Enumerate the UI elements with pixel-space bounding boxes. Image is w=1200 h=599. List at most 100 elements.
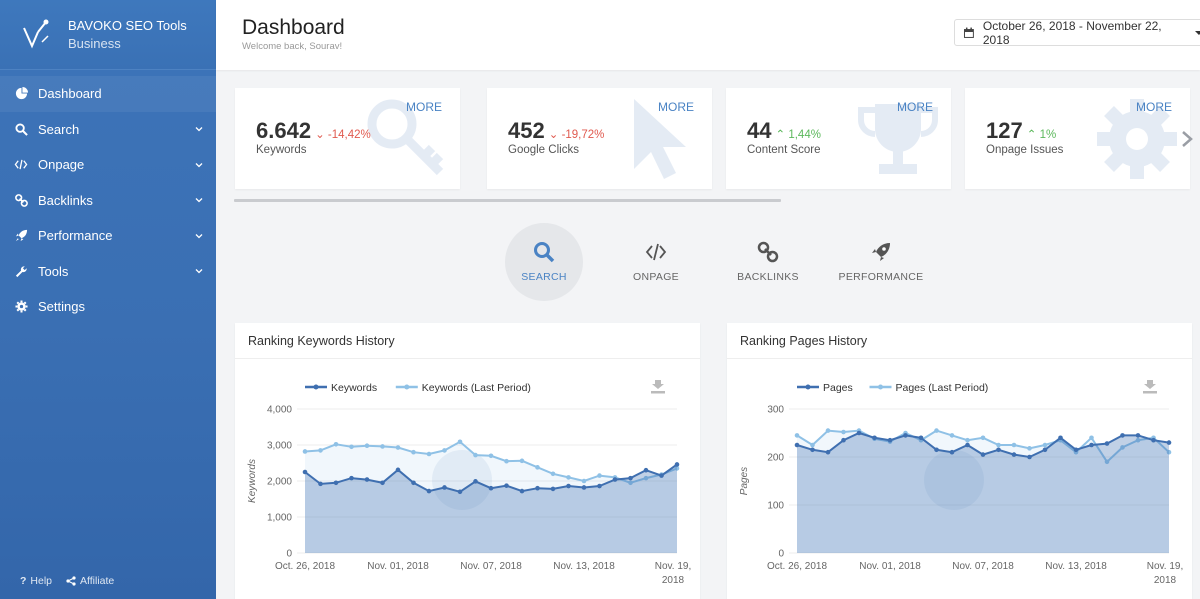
sidebar-item-settings[interactable]: Settings bbox=[0, 289, 216, 325]
data-point bbox=[442, 448, 447, 453]
data-point bbox=[302, 449, 308, 454]
data-point bbox=[1089, 435, 1094, 441]
tab-search[interactable]: SEARCH bbox=[505, 223, 583, 301]
cursor-icon bbox=[634, 99, 686, 179]
sidebar-item-label: Search bbox=[38, 121, 80, 137]
help-label: Help bbox=[30, 575, 53, 587]
data-point bbox=[1120, 433, 1125, 438]
data-point bbox=[457, 489, 463, 495]
affiliate-label: Affiliate bbox=[80, 575, 115, 587]
y-tick-label: 0 bbox=[286, 549, 292, 560]
y-tick-label: 300 bbox=[767, 405, 784, 416]
caret-down-icon: ⌄ bbox=[548, 129, 562, 141]
y-tick-label: 4,000 bbox=[267, 405, 292, 416]
brand[interactable]: BAVOKO SEO Tools Business bbox=[0, 0, 216, 70]
sidebar-item-dashboard[interactable]: Dashboard bbox=[0, 76, 216, 112]
chart-panel-keywords: Ranking Keywords History Keywords Keyword… bbox=[235, 323, 700, 599]
keywords-history-chart: Keywords Keywords (Last Period) 0 1,000 2,00… bbox=[247, 380, 691, 586]
data-point bbox=[581, 478, 587, 484]
data-point bbox=[550, 486, 556, 492]
caret-down-icon bbox=[1195, 30, 1200, 35]
data-point bbox=[504, 483, 509, 488]
sidebar-item-label: Performance bbox=[38, 228, 113, 244]
sidebar-item-label: Settings bbox=[38, 299, 85, 315]
link-icon bbox=[757, 241, 779, 263]
stat-card-onpage-issues: MORE 127 ⌃ 1% Onpage Issues bbox=[965, 88, 1190, 189]
watermark-logo-icon bbox=[432, 450, 492, 510]
data-point bbox=[333, 441, 339, 447]
data-point bbox=[519, 488, 525, 494]
sidebar-item-search[interactable]: Search bbox=[0, 112, 216, 148]
data-point bbox=[566, 483, 571, 489]
legend-label: Keywords (Last Period) bbox=[422, 382, 531, 394]
data-point bbox=[643, 475, 649, 481]
stat-card-content-score: MORE 44 ⌃ 1,44% Content Score bbox=[726, 88, 951, 189]
data-point bbox=[473, 479, 478, 484]
stat-value: 452 ⌄ -19,72% bbox=[508, 118, 605, 143]
search-icon bbox=[534, 242, 555, 263]
data-point bbox=[903, 433, 908, 438]
data-point bbox=[1166, 449, 1172, 455]
more-link[interactable]: MORE bbox=[658, 100, 694, 114]
sidebar-item-tools[interactable]: Tools bbox=[0, 254, 216, 290]
chevron-down-icon bbox=[195, 233, 203, 239]
data-point bbox=[628, 475, 633, 481]
brand-plan: Business bbox=[68, 36, 121, 51]
chevron-right-icon[interactable] bbox=[1180, 130, 1194, 148]
data-point bbox=[566, 475, 571, 480]
tab-backlinks[interactable]: BACKLINKS bbox=[729, 223, 807, 301]
tab-onpage[interactable]: ONPAGE bbox=[617, 223, 695, 301]
data-point bbox=[302, 469, 308, 475]
help-link[interactable]: ? Help bbox=[20, 575, 52, 587]
stat-change: ⌄ -19,72% bbox=[548, 129, 605, 141]
y-axis-title: Pages bbox=[739, 467, 750, 495]
sidebar-item-backlinks[interactable]: Backlinks bbox=[0, 183, 216, 219]
data-point bbox=[934, 447, 939, 453]
tab-label: ONPAGE bbox=[633, 271, 679, 283]
code-icon bbox=[645, 243, 667, 261]
stat-change: ⌃ 1,44% bbox=[775, 129, 821, 141]
y-tick-label: 100 bbox=[767, 501, 784, 512]
stat-label: Keywords bbox=[256, 144, 307, 156]
series-area-current bbox=[797, 433, 1169, 553]
download-icon[interactable] bbox=[651, 380, 665, 394]
data-point bbox=[457, 439, 463, 445]
data-point bbox=[1042, 442, 1048, 448]
data-point bbox=[550, 471, 556, 477]
date-range-picker[interactable]: October 26, 2018 - November 22, 2018 bbox=[954, 18, 1200, 47]
data-point bbox=[1042, 447, 1048, 453]
x-tick-label: Nov. 19, bbox=[1147, 561, 1184, 572]
tab-performance[interactable]: PERFORMANCE bbox=[839, 223, 923, 301]
data-point bbox=[1011, 452, 1017, 457]
data-point bbox=[395, 445, 401, 450]
data-point bbox=[1135, 433, 1141, 438]
data-point bbox=[825, 428, 831, 433]
y-tick-label: 2,000 bbox=[267, 477, 292, 488]
stat-label: Content Score bbox=[747, 144, 821, 156]
series-area-last bbox=[797, 430, 1169, 553]
cards-scrollbar[interactable] bbox=[234, 199, 781, 202]
x-tick-label: Nov. 01, 2018 bbox=[367, 561, 429, 572]
data-point bbox=[395, 467, 401, 473]
x-tick-label: Nov. 07, 2018 bbox=[460, 561, 522, 572]
date-range-label: October 26, 2018 - November 22, 2018 bbox=[982, 18, 1162, 47]
data-point bbox=[794, 442, 800, 448]
more-link[interactable]: MORE bbox=[406, 100, 442, 114]
data-point bbox=[426, 451, 432, 457]
data-point bbox=[380, 444, 385, 449]
x-tick-label: Nov. 07, 2018 bbox=[952, 561, 1014, 572]
y-tick-label: 200 bbox=[767, 453, 784, 464]
caret-up-icon: ⌃ bbox=[1026, 129, 1040, 141]
sidebar-footer: ? Help Affiliate bbox=[20, 575, 114, 587]
affiliate-link[interactable]: Affiliate bbox=[66, 575, 114, 587]
caret-down-icon: ⌄ bbox=[315, 129, 328, 141]
download-icon[interactable] bbox=[1143, 380, 1157, 394]
data-point bbox=[856, 430, 862, 436]
data-point bbox=[810, 447, 815, 453]
data-point bbox=[1120, 445, 1125, 450]
sidebar-item-onpage[interactable]: Onpage bbox=[0, 147, 216, 183]
more-link[interactable]: MORE bbox=[1136, 100, 1172, 114]
sidebar-item-performance[interactable]: Performance bbox=[0, 218, 216, 254]
more-link[interactable]: MORE bbox=[897, 100, 933, 114]
stat-change: ⌄ -14,42% bbox=[315, 129, 371, 141]
